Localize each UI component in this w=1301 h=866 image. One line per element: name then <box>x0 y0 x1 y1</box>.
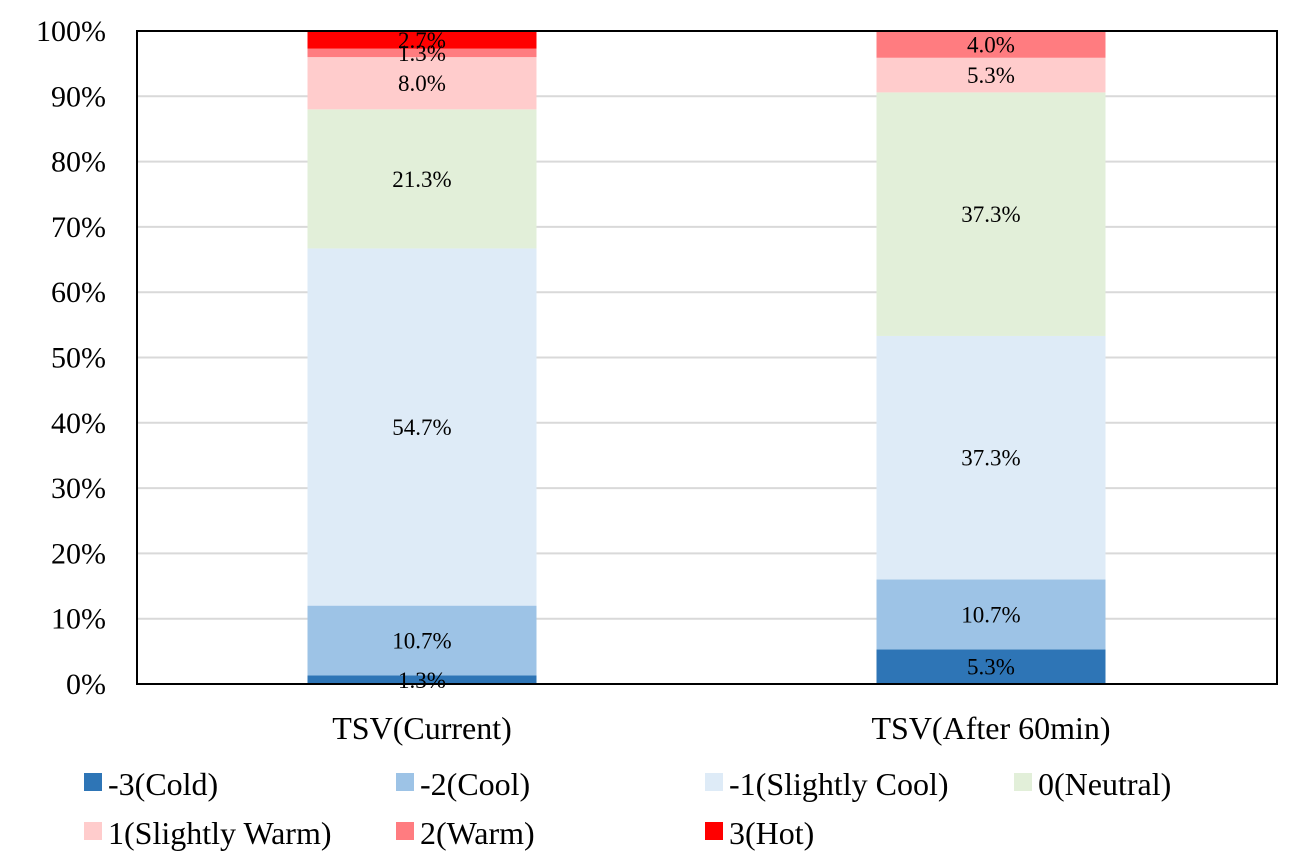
x-category-label: TSV(After 60min) <box>871 710 1110 746</box>
y-tick-label: 70% <box>51 211 106 244</box>
data-label: 4.0% <box>967 33 1015 58</box>
y-tick-label: 100% <box>36 15 106 48</box>
bar-segment <box>876 649 1106 684</box>
legend-swatch <box>396 773 414 791</box>
legend-swatch <box>705 822 723 840</box>
legend-label: 3(Hot) <box>729 815 814 851</box>
y-tick-label: 50% <box>51 342 106 375</box>
y-tick-label: 90% <box>51 80 106 113</box>
data-label: 1.3% <box>398 668 446 693</box>
y-tick-label: 20% <box>51 537 106 570</box>
bar-segment <box>307 248 537 606</box>
legend-label: 2(Warm) <box>420 815 535 851</box>
data-label: 21.3% <box>392 167 451 192</box>
data-label: 54.7% <box>392 415 451 440</box>
y-tick-label: 40% <box>51 407 106 440</box>
legend-label: -3(Cold) <box>108 766 218 802</box>
legend-swatch <box>1014 773 1032 791</box>
plot-area-frame <box>136 30 1278 685</box>
x-axis-category-labels: TSV(Current) TSV(After 60min) <box>332 710 1110 746</box>
data-label: 10.7% <box>961 602 1020 627</box>
bar-segment <box>876 579 1106 650</box>
bars <box>307 31 1106 684</box>
data-label: 5.3% <box>967 63 1015 88</box>
legend: -3(Cold) -2(Cool) -1(Slightly Cool) 0(Neutr… <box>84 766 1171 851</box>
bar-segment <box>876 31 1106 58</box>
bar-segment <box>307 605 537 676</box>
y-tick-label: 10% <box>51 603 106 636</box>
data-label: 37.3% <box>961 446 1020 471</box>
y-tick-label: 0% <box>66 668 106 701</box>
y-tick-label: 60% <box>51 276 106 309</box>
data-label: 1.3% <box>398 41 446 66</box>
data-label: 8.0% <box>398 71 446 96</box>
bar-segment <box>307 675 537 684</box>
data-label: 37.3% <box>961 202 1020 227</box>
data-labels: 1.3%10.7%54.7%21.3%8.0%1.3%2.7%5.3%10.7%… <box>392 28 1020 693</box>
legend-swatch <box>84 822 102 840</box>
data-label: 10.7% <box>392 629 451 654</box>
legend-swatch <box>396 822 414 840</box>
bar-segment <box>307 31 537 49</box>
legend-label: 0(Neutral) <box>1038 766 1171 802</box>
legend-label: 1(Slightly Warm) <box>108 815 331 851</box>
data-label: 5.3% <box>967 655 1015 680</box>
bar-segment <box>307 48 537 58</box>
legend-label: -2(Cool) <box>420 766 530 802</box>
y-axis-tick-labels: 0% 10% 20% 30% 40% 50% 60% 70% 80% 90% 100% <box>36 15 106 701</box>
bar-segment <box>307 57 537 110</box>
bar-segment <box>876 57 1106 93</box>
legend-label: -1(Slightly Cool) <box>729 766 949 802</box>
bar-segment <box>876 92 1106 336</box>
bar-segment <box>876 335 1106 580</box>
legend-swatch <box>84 773 102 791</box>
y-tick-label: 30% <box>51 472 106 505</box>
y-tick-label: 80% <box>51 146 106 179</box>
bar-segment <box>307 109 537 249</box>
x-category-label: TSV(Current) <box>332 710 512 746</box>
legend-swatch <box>705 773 723 791</box>
